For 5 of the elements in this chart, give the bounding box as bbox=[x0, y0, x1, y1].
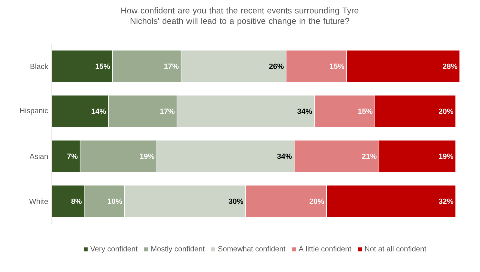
bar bbox=[52, 95, 109, 128]
bar bbox=[52, 50, 113, 83]
chart-title: How confident are you that the recent events surrounding Tyre Nichols' death will lead to a positive change in the future? bbox=[122, 8, 359, 26]
bar bbox=[52, 185, 85, 218]
bar bbox=[52, 140, 81, 173]
